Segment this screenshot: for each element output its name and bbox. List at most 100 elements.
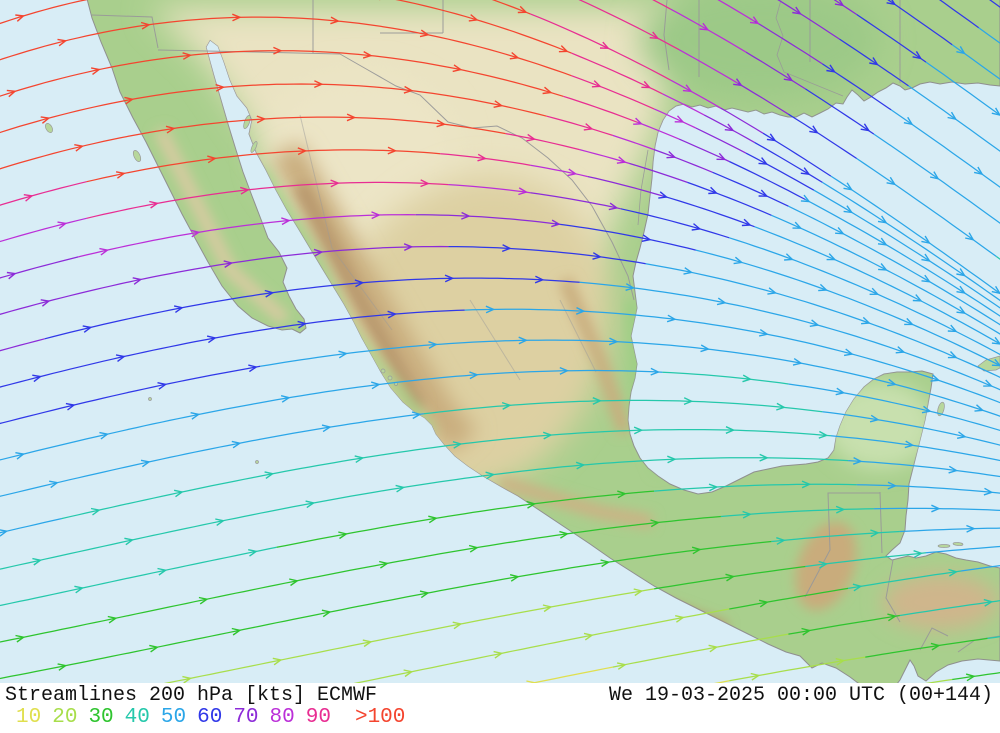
streamline-arrow-icon	[140, 21, 151, 30]
streamline	[662, 195, 755, 228]
streamline-arrow-icon	[518, 336, 529, 345]
streamline	[448, 183, 531, 194]
streamline-arrow-icon	[15, 14, 26, 22]
streamline-arrow-icon	[649, 31, 660, 40]
streamline	[777, 0, 840, 40]
streamline	[0, 338, 45, 352]
streamline-arrow-icon	[956, 268, 966, 277]
streamline-arrow-icon	[965, 673, 976, 682]
streamline-arrow-icon	[107, 615, 118, 624]
streamline-arrow-icon	[800, 194, 811, 203]
streamline	[987, 636, 1000, 640]
streamline	[260, 339, 1000, 417]
streamline-arrow-icon	[835, 226, 845, 235]
streamline-arrow-icon	[913, 550, 924, 558]
streamline-arrow-icon	[395, 484, 406, 493]
streamline-arrow-icon	[904, 317, 915, 326]
streamline-arrow-icon	[90, 507, 101, 516]
streamline-arrow-icon	[947, 324, 958, 333]
streamline	[579, 148, 630, 164]
streamline-arrow-icon	[559, 530, 570, 539]
streamline-arrow-icon	[641, 80, 652, 89]
legend-value-30: 30	[88, 706, 114, 729]
streamline-arrow-icon	[428, 515, 438, 524]
streamline	[737, 82, 789, 115]
streamline	[925, 61, 1000, 116]
map-canvas	[0, 0, 1000, 683]
streamline	[0, 546, 277, 607]
streamline-arrow-icon	[115, 171, 126, 179]
streamline	[788, 383, 1000, 432]
streamline-arrow-icon	[683, 397, 694, 406]
streamline	[662, 93, 705, 116]
streamline-arrow-icon	[99, 431, 110, 440]
streamline-arrow-icon	[338, 531, 349, 540]
streamline-arrow-icon	[921, 405, 932, 414]
streamline-arrow-icon	[887, 481, 898, 490]
streamline-arrow-icon	[231, 627, 242, 636]
streamline-arrow-icon	[297, 320, 308, 329]
streamline-arrow-icon	[182, 675, 193, 683]
streamline-arrow-icon	[305, 500, 316, 509]
streamline-arrow-icon	[667, 455, 677, 464]
streamline-arrow-icon	[776, 402, 786, 411]
streamline-arrow-icon	[633, 426, 644, 435]
streamline-arrow-icon	[956, 285, 967, 294]
streamline-arrow-icon	[517, 5, 528, 14]
streamline-arrow-icon	[617, 490, 627, 499]
streamline-arrow-icon	[792, 358, 803, 366]
streamline-arrow-icon	[666, 150, 677, 159]
streamline-arrow-icon	[758, 329, 769, 337]
streamline	[563, 95, 638, 123]
streamline-arrow-icon	[759, 453, 769, 462]
streamline-arrow-icon	[708, 644, 719, 653]
streamline	[788, 614, 900, 635]
streamline	[0, 369, 663, 461]
streamline	[653, 565, 806, 590]
streamline-arrow-icon	[330, 16, 340, 25]
streamline	[678, 49, 739, 84]
streamline	[554, 223, 696, 251]
streamline-arrow-icon	[32, 374, 43, 383]
streamline-arrow-icon	[132, 277, 143, 285]
streamline-arrow-icon	[633, 588, 644, 597]
rio-grande-river	[339, 53, 635, 301]
streamline-arrow-icon	[886, 176, 897, 186]
streamline-arrow-icon	[956, 46, 966, 55]
legend-value-100: >100	[354, 706, 406, 729]
streamline	[579, 281, 1000, 391]
streamline-arrow-icon	[149, 200, 159, 209]
streamline-arrow-icon	[682, 84, 693, 93]
streamline	[0, 245, 449, 315]
streamline-arrow-icon	[501, 401, 512, 410]
streamline-arrow-icon	[947, 351, 958, 359]
streamline-arrow-icon	[526, 133, 537, 142]
streamline-arrow-icon	[428, 341, 438, 349]
streamline-arrow-icon	[182, 52, 193, 60]
streamline-arrow-icon	[835, 387, 846, 396]
streamline-arrow-icon	[809, 125, 819, 134]
streamline-arrow-icon	[733, 78, 743, 87]
streamline-arrow-icon	[140, 459, 151, 468]
streamline-arrow-icon	[468, 544, 479, 553]
streamline-arrow-icon	[403, 85, 414, 94]
streamline	[86, 149, 441, 183]
streamline-arrow-icon	[74, 585, 85, 594]
streamline-arrow-icon	[608, 337, 619, 346]
streamline-arrow-icon	[801, 480, 812, 489]
streamline	[415, 214, 555, 225]
streamline-arrow-icon	[616, 662, 627, 670]
streamline-arrow-icon	[877, 237, 888, 246]
streamline-arrow-icon	[411, 411, 422, 420]
streamline-arrow-icon	[784, 253, 794, 261]
streamline-arrow-icon	[354, 455, 365, 463]
legend-value-20: 20	[52, 706, 78, 729]
streamline	[856, 13, 927, 63]
streamline	[653, 149, 713, 173]
streamline-arrow-icon	[6, 89, 17, 98]
streamline-arrow-icon	[708, 483, 719, 492]
streamline	[925, 545, 1000, 554]
streamline-arrow-icon	[272, 657, 283, 666]
streamline-arrow-icon	[973, 166, 984, 176]
streamline	[695, 127, 747, 154]
